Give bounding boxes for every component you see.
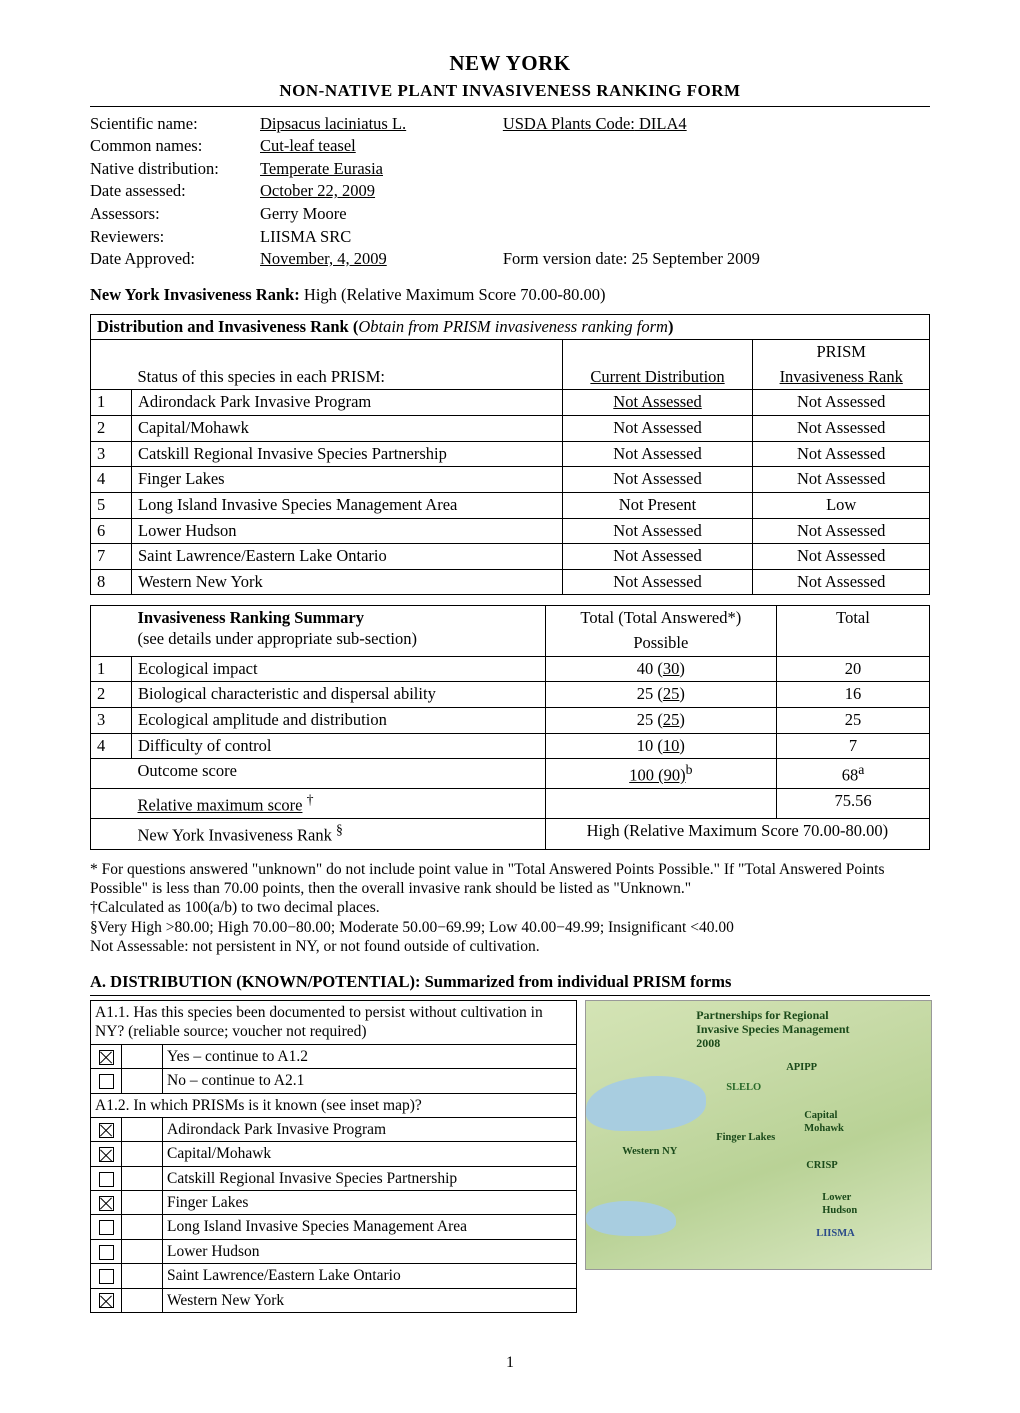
- q-a12: A1.2. In which PRISMs is it known (see i…: [91, 1093, 577, 1117]
- title-sub: NON-NATIVE PLANT INVASIVENESS RANKING FO…: [90, 80, 930, 106]
- list-item: Catskill Regional Invasive Species Partn…: [91, 1166, 577, 1190]
- list-item: Saint Lawrence/Eastern Lake Ontario: [91, 1264, 577, 1288]
- list-item: Adirondack Park Invasive Program: [91, 1117, 577, 1141]
- checkbox-prism[interactable]: [99, 1269, 114, 1284]
- title-main: NEW YORK: [90, 50, 930, 76]
- checkbox-no[interactable]: [99, 1074, 114, 1089]
- checkbox-prism[interactable]: [99, 1123, 114, 1138]
- meta-label-native: Native distribution:: [90, 158, 260, 181]
- dist-header: Distribution and Invasiveness Rank (Obta…: [91, 314, 930, 340]
- summary-title: Invasiveness Ranking Summary: [138, 608, 364, 627]
- opt-yes: Yes – continue to A1.2: [163, 1044, 577, 1068]
- prism-map: Partnerships for RegionalInvasive Specie…: [585, 1000, 932, 1270]
- table-row: 3 Catskill Regional Invasive Species Par…: [91, 441, 930, 467]
- checkbox-prism[interactable]: [99, 1220, 114, 1235]
- checkbox-prism[interactable]: [99, 1172, 114, 1187]
- outcome-possible: 100 (90)b: [545, 759, 776, 789]
- map-label: LIISMA: [816, 1227, 855, 1240]
- checkbox-prism[interactable]: [99, 1293, 114, 1308]
- table-row: 1 Adirondack Park Invasive Program Not A…: [91, 390, 930, 416]
- outcome-total: 68a: [777, 759, 930, 789]
- meta-reviewers: LIISMA SRC: [260, 227, 351, 246]
- checkbox-prism[interactable]: [99, 1196, 114, 1211]
- table-row: 2 Capital/Mohawk Not Assessed Not Assess…: [91, 416, 930, 442]
- table-row: 6 Lower Hudson Not Assessed Not Assessed: [91, 518, 930, 544]
- q-a11: A1.1. Has this species been documented t…: [91, 1001, 577, 1045]
- summary-sub: (see details under appropriate sub-secti…: [138, 629, 417, 648]
- list-item: Finger Lakes: [91, 1191, 577, 1215]
- summary-col2a: Total (Total Answered*): [580, 608, 741, 627]
- checkbox-prism[interactable]: [99, 1147, 114, 1162]
- outcome-label: Outcome score: [138, 761, 237, 780]
- checkbox-yes[interactable]: [99, 1050, 114, 1065]
- table-row: 1 Ecological impact 40 (30) 20: [91, 656, 930, 682]
- table-row: 7 Saint Lawrence/Eastern Lake Ontario No…: [91, 544, 930, 570]
- map-label: Finger Lakes: [716, 1131, 775, 1144]
- table-row: 5 Long Island Invasive Species Managemen…: [91, 492, 930, 518]
- summary-col3: Total: [836, 608, 870, 627]
- list-item: Capital/Mohawk: [91, 1142, 577, 1166]
- meta-native-dist: Temperate Eurasia: [260, 159, 383, 178]
- dist-prism-label: PRISM: [816, 342, 866, 361]
- checkbox-prism[interactable]: [99, 1245, 114, 1260]
- dist-invrank-label: Invasiveness Rank: [780, 367, 903, 386]
- dist-status-label: Status of this species in each PRISM:: [138, 367, 385, 386]
- meta-label-date-approved: Date Approved:: [90, 248, 260, 271]
- list-item: Long Island Invasive Species Management …: [91, 1215, 577, 1239]
- dist-curdist-label: Current Distribution: [590, 367, 724, 386]
- map-label: SLELO: [726, 1081, 761, 1094]
- meta-form-version: Form version date: 25 September 2009: [503, 249, 760, 268]
- meta-label-date-assessed: Date assessed:: [90, 180, 260, 203]
- page-number: 1: [90, 1353, 930, 1373]
- meta-table: Scientific name: Dipsacus laciniatus L. …: [90, 113, 930, 271]
- table-row: 8 Western New York Not Assessed Not Asse…: [91, 569, 930, 595]
- meta-label-common: Common names:: [90, 135, 260, 158]
- summary-col2b: Possible: [633, 633, 688, 652]
- meta-label-reviewers: Reviewers:: [90, 226, 260, 249]
- meta-date-assessed: October 22, 2009: [260, 181, 375, 200]
- section-a-checklist: A1.1. Has this species been documented t…: [90, 1000, 577, 1313]
- map-label: CapitalMohawk: [804, 1109, 844, 1135]
- meta-common-names: Cut-leaf teasel: [260, 136, 356, 155]
- map-title: Partnerships for RegionalInvasive Specie…: [696, 1009, 849, 1050]
- map-label: CRISP: [806, 1159, 838, 1172]
- notes-block: * For questions answered "unknown" do no…: [90, 860, 930, 957]
- distribution-table: Distribution and Invasiveness Rank (Obta…: [90, 314, 930, 596]
- summary-table: Invasiveness Ranking Summary (see detail…: [90, 605, 930, 849]
- table-row: 3 Ecological amplitude and distribution …: [91, 707, 930, 733]
- meta-label-scientific: Scientific name:: [90, 113, 260, 136]
- meta-usda: USDA Plants Code: DILA4: [503, 114, 687, 133]
- list-item: Lower Hudson: [91, 1239, 577, 1263]
- map-label: APIPP: [786, 1061, 817, 1074]
- meta-date-approved: November, 4, 2009: [260, 249, 387, 268]
- table-row: 2 Biological characteristic and dispersa…: [91, 682, 930, 708]
- ny-rank-line: New York Invasiveness Rank: High (Relati…: [90, 285, 930, 306]
- meta-scientific-name: Dipsacus laciniatus L.: [260, 114, 406, 133]
- map-label: Western NY: [622, 1145, 677, 1158]
- relmax-value: 75.56: [777, 789, 930, 819]
- map-label: LowerHudson: [822, 1191, 857, 1217]
- meta-label-assessors: Assessors:: [90, 203, 260, 226]
- relmax-label: Relative maximum score: [138, 796, 303, 815]
- opt-no: No – continue to A2.1: [163, 1069, 577, 1093]
- nyrank-label: New York Invasiveness Rank: [138, 826, 332, 845]
- nyrank-value: High (Relative Maximum Score 70.00-80.00…: [545, 819, 929, 849]
- table-row: 4 Finger Lakes Not Assessed Not Assessed: [91, 467, 930, 493]
- list-item: Western New York: [91, 1288, 577, 1312]
- table-row: 4 Difficulty of control 10 (10) 7: [91, 733, 930, 759]
- meta-assessors: Gerry Moore: [260, 204, 347, 223]
- section-a-header: A. DISTRIBUTION (KNOWN/POTENTIAL): Summa…: [90, 972, 930, 996]
